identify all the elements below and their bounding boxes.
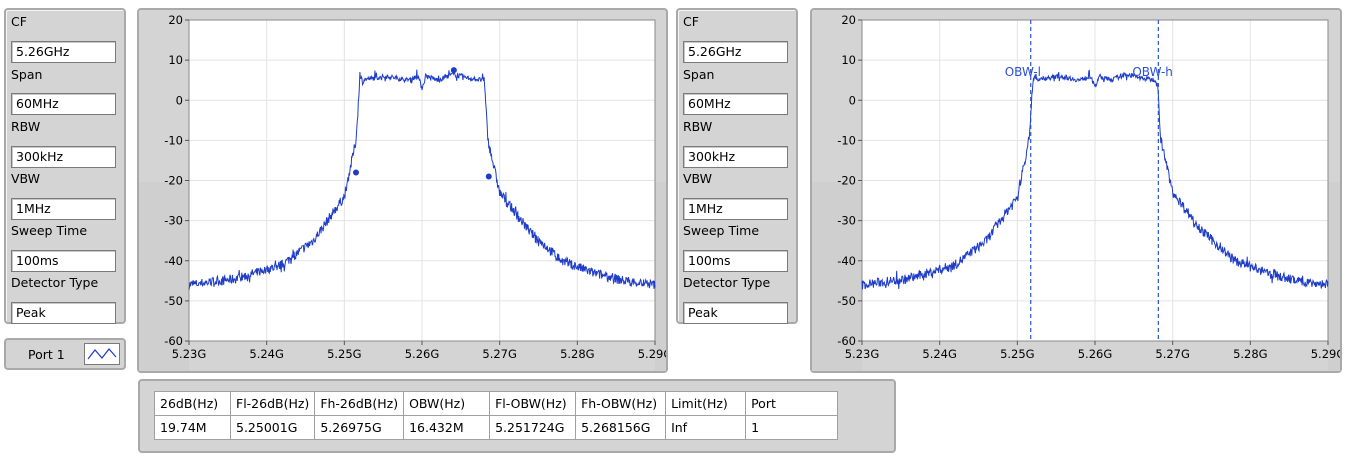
spectrum-graph-left[interactable]: 20 10 0 -10 -20 -30 -40 -50 -60 5.23G 5.24G 5.25G 5.…: [137, 8, 668, 373]
table-cell[interactable]: 19.74M: [154, 415, 231, 440]
x-tick-label: 5.27G: [1155, 347, 1190, 361]
line-style-icon: [87, 348, 117, 360]
x-tick-label: 5.28G: [1233, 347, 1268, 361]
table-row: 19.74M 5.25001G 5.26975G 16.432M 5.251724G 5.…: [154, 415, 839, 440]
table-cell[interactable]: 16.432M: [403, 415, 491, 440]
y-tick-label: -60: [837, 334, 856, 348]
y-tick-label: -10: [164, 133, 183, 147]
column-header: 26dB(Hz): [154, 391, 231, 416]
y-tick-label: 20: [841, 13, 856, 27]
trace-style-swatch[interactable]: [84, 343, 120, 365]
table-cell[interactable]: 5.268156G: [575, 415, 667, 440]
table-cell[interactable]: Inf: [665, 415, 747, 440]
y-tick-label: -40: [164, 254, 183, 268]
y-tick-label: 10: [841, 53, 856, 67]
y-tick-label: -20: [837, 174, 856, 188]
cf-input[interactable]: 5.26GHz: [683, 41, 788, 63]
y-tick-label: -60: [164, 334, 183, 348]
detector-type-input[interactable]: Peak: [11, 302, 116, 324]
legend-port-label: Port 1: [28, 347, 65, 362]
table-header-row: 26dB(Hz) Fl-26dB(Hz) Fh-26dB(Hz) OBW(Hz) Fl-…: [154, 391, 839, 416]
cf-label: CF: [683, 14, 699, 29]
y-tick-label: -30: [164, 214, 183, 228]
cf-label: CF: [11, 14, 27, 29]
span-label: Span: [683, 67, 715, 82]
span-input[interactable]: 60MHz: [11, 93, 116, 115]
x-tick-label: 5.28G: [560, 347, 595, 361]
marker-point: [352, 169, 359, 176]
y-tick-label: 10: [168, 53, 183, 67]
settings-panel-right: CF 5.26GHz Span 60MHz RBW 300kHz VBW 1MH…: [676, 8, 798, 324]
x-tick-label: 5.24G: [922, 347, 957, 361]
detector-type-input[interactable]: Peak: [683, 302, 788, 324]
rbw-input[interactable]: 300kHz: [11, 146, 116, 168]
x-tick-label: 5.29G: [638, 347, 666, 361]
y-tick-label: 0: [176, 93, 183, 107]
y-tick-label: -40: [837, 254, 856, 268]
results-table: 26dB(Hz) Fl-26dB(Hz) Fh-26dB(Hz) OBW(Hz) Fl-…: [154, 391, 839, 440]
x-tick-label: 5.25G: [327, 347, 362, 361]
settings-panel-left: CF 5.26GHz Span 60MHz RBW 300kHz VBW 1MH…: [4, 8, 126, 324]
sweep-time-label: Sweep Time: [683, 223, 760, 238]
obw-marker-label: OBW-h: [1132, 65, 1173, 79]
axis-band: [1328, 182, 1340, 371]
sweep-time-input[interactable]: 100ms: [683, 250, 788, 272]
column-header: OBW(Hz): [403, 391, 491, 416]
x-tick-label: 5.24G: [249, 347, 284, 361]
spectrum-trace: [861, 69, 1329, 290]
x-tick-label: 5.29G: [1311, 347, 1340, 361]
detector-type-label: Detector Type: [683, 275, 771, 290]
axis-band: [812, 182, 862, 371]
table-cell[interactable]: 5.25001G: [229, 415, 316, 440]
x-tick-label: 5.23G: [172, 347, 207, 361]
column-header: Port: [745, 391, 839, 416]
column-header: Limit(Hz): [665, 391, 747, 416]
x-tick-label: 5.27G: [482, 347, 517, 361]
axis-band: [139, 182, 189, 371]
x-tick-label: 5.23G: [845, 347, 880, 361]
detector-type-label: Detector Type: [11, 275, 99, 290]
vbw-input[interactable]: 1MHz: [683, 198, 788, 220]
cf-input[interactable]: 5.26GHz: [11, 41, 116, 63]
obw-marker-label: OBW-l: [1005, 65, 1041, 79]
column-header: Fh-26dB(Hz): [314, 391, 405, 416]
rbw-label: RBW: [683, 119, 713, 134]
rbw-input[interactable]: 300kHz: [683, 146, 788, 168]
column-header: Fl-OBW(Hz): [489, 391, 577, 416]
column-header: Fh-OBW(Hz): [575, 391, 667, 416]
spectrum-graph-right[interactable]: 20 10 0 -10 -20 -30 -40 -50 -60 5.23G 5.24G 5.25G 5.…: [810, 8, 1342, 373]
x-tick-label: 5.25G: [1000, 347, 1035, 361]
column-header: Fl-26dB(Hz): [229, 391, 316, 416]
span-input[interactable]: 60MHz: [683, 93, 788, 115]
y-tick-label: -20: [164, 174, 183, 188]
vbw-label: VBW: [683, 171, 713, 186]
x-tick-label: 5.26G: [405, 347, 440, 361]
y-tick-label: -50: [164, 294, 183, 308]
spectrum-trace: [188, 69, 656, 290]
spectrum-plot-left: 20 10 0 -10 -20 -30 -40 -50 -605.23G 5.24G 5.25G 5.…: [139, 13, 666, 371]
vbw-input[interactable]: 1MHz: [11, 198, 116, 220]
y-tick-label: -10: [837, 133, 856, 147]
y-tick-label: 0: [849, 93, 856, 107]
table-cell[interactable]: 1: [745, 415, 839, 440]
x-tick-label: 5.26G: [1078, 347, 1113, 361]
rbw-label: RBW: [11, 119, 41, 134]
results-table-panel: 26dB(Hz) Fl-26dB(Hz) Fh-26dB(Hz) OBW(Hz) Fl-…: [138, 379, 896, 453]
sweep-time-input[interactable]: 100ms: [11, 250, 116, 272]
y-tick-label: 20: [168, 13, 183, 27]
plot-legend[interactable]: Port 1: [4, 338, 126, 370]
marker-point: [485, 173, 492, 180]
vbw-label: VBW: [11, 171, 41, 186]
y-tick-label: -50: [837, 294, 856, 308]
sweep-time-label: Sweep Time: [11, 223, 88, 238]
table-cell[interactable]: 5.251724G: [489, 415, 577, 440]
table-cell[interactable]: 5.26975G: [314, 415, 405, 440]
axis-band: [655, 182, 666, 371]
marker-point: [450, 67, 457, 74]
span-label: Span: [11, 67, 43, 82]
y-tick-label: -30: [837, 214, 856, 228]
spectrum-plot-right: 20 10 0 -10 -20 -30 -40 -50 -605.23G 5.24G 5.25G 5.…: [812, 13, 1340, 371]
